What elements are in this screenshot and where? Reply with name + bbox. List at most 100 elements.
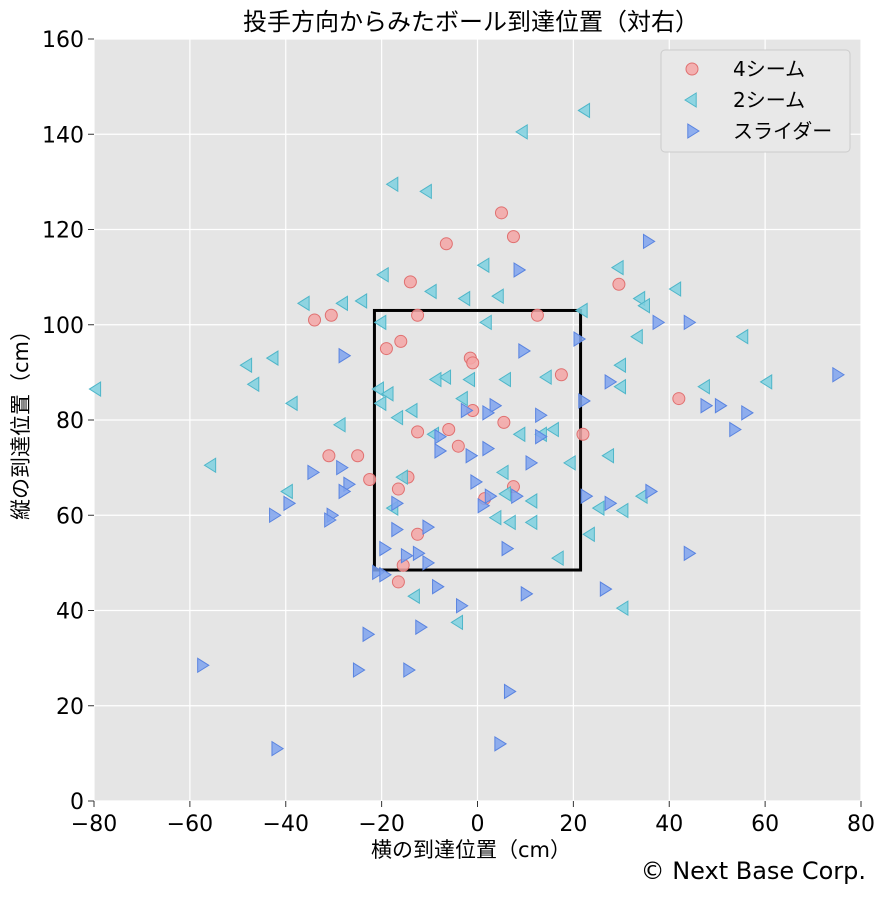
data-point: [269, 507, 282, 524]
y-tick-label: 160: [42, 28, 84, 53]
x-tick-label: 60: [751, 812, 779, 837]
data-point: [683, 545, 697, 562]
data-point: [539, 369, 552, 386]
data-point: [332, 416, 346, 433]
data-point: [482, 440, 496, 457]
data-point: [577, 102, 591, 119]
data-point: [380, 385, 394, 402]
x-tick-label: −60: [167, 812, 213, 837]
data-point: [411, 308, 425, 322]
data-point: [404, 402, 418, 419]
legend-marker: [685, 62, 699, 76]
series-3: [197, 233, 845, 757]
data-point: [400, 547, 414, 564]
data-point: [482, 404, 496, 421]
data-point: [495, 464, 509, 481]
x-tick-label: 40: [655, 812, 683, 837]
data-point: [573, 331, 587, 347]
data-point: [336, 459, 349, 476]
data-point: [335, 295, 348, 312]
data-point: [530, 308, 544, 322]
data-point: [455, 390, 468, 407]
data-point: [700, 397, 714, 414]
data-point: [265, 350, 279, 366]
data-point: [554, 368, 568, 382]
data-point: [582, 526, 595, 543]
data-point: [479, 314, 492, 331]
chart-title: 投手方向からみたボール到達位置（対右）: [243, 8, 699, 36]
data-point: [497, 415, 511, 429]
data-point: [759, 373, 773, 390]
data-point: [501, 540, 515, 557]
data-point: [697, 378, 710, 395]
legend-marker: [687, 123, 700, 139]
data-point: [434, 428, 448, 445]
data-point: [439, 237, 453, 251]
y-axis-label: 縦の到達位置（cm）: [9, 320, 33, 520]
x-tick-label: 0: [471, 812, 485, 837]
legend-box: [660, 49, 851, 153]
data-point: [424, 283, 437, 300]
data-point: [391, 482, 405, 496]
data-point: [498, 371, 511, 388]
x-axis-label: 横の到達位置（cm）: [371, 838, 571, 862]
data-point: [477, 497, 491, 514]
data-point: [434, 443, 448, 459]
data-point: [668, 281, 682, 297]
data-point: [376, 266, 389, 283]
data-point: [476, 257, 490, 274]
data-point: [520, 585, 534, 602]
data-point: [832, 366, 845, 383]
data-point: [512, 426, 526, 443]
data-point: [373, 314, 387, 331]
data-point: [524, 493, 538, 509]
data-point: [197, 657, 210, 674]
data-point: [498, 485, 511, 502]
data-point: [338, 483, 352, 500]
data-point: [422, 554, 436, 571]
legend-label: 4シーム: [733, 57, 805, 81]
data-point: [379, 342, 393, 356]
data-point: [642, 233, 656, 250]
data-point: [385, 176, 399, 193]
data-point: [513, 262, 527, 278]
data-point: [390, 409, 404, 426]
y-tick-label: 20: [56, 695, 84, 720]
y-tick-label: 60: [56, 504, 84, 529]
data-point: [450, 614, 464, 631]
data-point: [391, 575, 405, 589]
copyright-credit: © Next Base Corp.: [641, 857, 866, 885]
legend-label: 2シーム: [733, 88, 805, 112]
data-point: [373, 395, 387, 412]
data-point: [615, 600, 629, 617]
data-point: [741, 404, 754, 421]
data-point: [465, 447, 479, 464]
data-point: [683, 314, 697, 331]
data-point: [503, 514, 516, 531]
data-point: [363, 473, 377, 487]
data-point: [511, 488, 524, 505]
data-point: [322, 449, 336, 463]
data-point: [422, 519, 436, 536]
data-point: [503, 683, 517, 700]
data-point: [525, 454, 539, 471]
data-point: [494, 735, 508, 752]
x-tick-label: 80: [847, 812, 875, 837]
data-point: [613, 357, 627, 374]
data-point: [630, 328, 643, 345]
data-point: [395, 469, 408, 486]
y-tick-label: 80: [56, 409, 84, 434]
data-point: [729, 421, 742, 438]
data-point: [613, 378, 627, 395]
y-tick-label: 0: [70, 790, 84, 815]
data-point: [308, 313, 322, 327]
legend-label: スライダー: [733, 119, 832, 143]
data-point: [338, 347, 352, 364]
y-axis-ticks: 0 20 40 60 80 100 120 140 160: [42, 28, 94, 815]
data-point: [412, 545, 426, 562]
data-point: [324, 308, 338, 322]
data-point: [379, 566, 392, 583]
data-point: [714, 397, 728, 414]
